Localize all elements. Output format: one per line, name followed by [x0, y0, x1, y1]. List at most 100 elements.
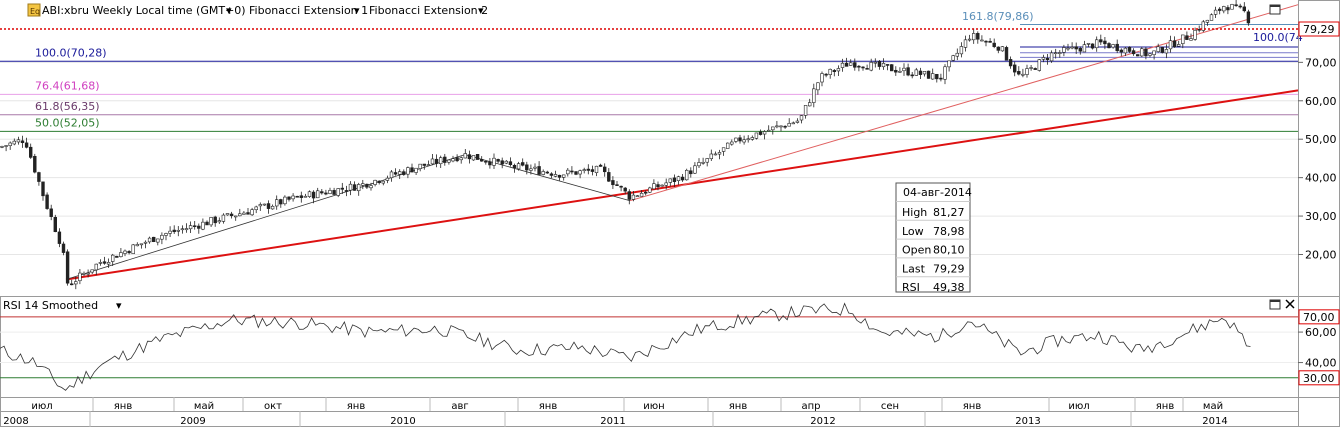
candle-body	[307, 191, 312, 197]
candle-body	[959, 46, 964, 55]
year-tick-label: 2012	[810, 416, 835, 427]
symbol-icon[interactable]	[27, 3, 41, 17]
candle-body	[238, 213, 242, 217]
candle-body	[807, 102, 812, 107]
candle-body	[1156, 46, 1160, 52]
candle-body	[1074, 46, 1078, 50]
fib-extension-2-dropdown-icon[interactable]: ▾	[478, 4, 484, 17]
fib-extension-2-label[interactable]: Fibonacci Extension 2	[369, 4, 488, 17]
candle-body	[853, 62, 857, 68]
candle-body	[779, 125, 783, 128]
year-tick-label: 2011	[600, 416, 625, 427]
candle-body	[1172, 40, 1177, 48]
candle-body	[803, 105, 808, 116]
candle-body	[455, 157, 459, 162]
candle-body	[955, 52, 960, 57]
candle-body	[180, 228, 185, 231]
candle-body	[422, 163, 426, 166]
price-tick-label: 60,00	[1305, 95, 1337, 108]
time-axis: июл янв май окт янв авг янв июн янв апр сен янв июл я…	[0, 397, 1340, 427]
candle-body	[1131, 50, 1136, 55]
candle-body	[172, 229, 176, 233]
month-tick-label: июл	[31, 401, 52, 412]
month-tick-label: апр	[801, 401, 820, 412]
candle-body	[365, 183, 369, 188]
candle-body	[988, 40, 992, 43]
candle-body	[857, 65, 861, 68]
candle-body	[41, 181, 45, 197]
candle-body	[525, 164, 529, 171]
candle-body	[639, 192, 644, 197]
fib-level-label: 61.8(56,35)	[35, 100, 100, 113]
candle-body	[320, 191, 324, 194]
info-date: 04-авг-2014	[903, 186, 972, 199]
fib-extension-1-label[interactable]: Fibonacci Extension 1	[249, 4, 368, 17]
candle-body	[356, 184, 361, 192]
candle-body	[443, 156, 447, 163]
candle-body	[242, 212, 246, 215]
candle-body	[635, 195, 640, 198]
symbol-dropdown-icon[interactable]: ▾	[226, 4, 232, 17]
candle-body	[848, 62, 853, 66]
month-tick-label: сен	[881, 401, 899, 412]
month-tick-label: янв	[347, 401, 366, 412]
symbol-label[interactable]: ABI:xbru Weekly Local time (GMT+0)	[42, 4, 246, 17]
candle-body	[971, 33, 976, 41]
candle-body	[914, 69, 919, 76]
candle-body	[410, 167, 414, 173]
candle-body	[1000, 46, 1005, 52]
candle-body	[1062, 47, 1066, 53]
candle-body	[209, 217, 213, 226]
candle-body	[533, 166, 537, 169]
candle-body	[738, 137, 742, 142]
candle-body	[467, 154, 472, 160]
candle-body	[28, 146, 33, 158]
candle-body	[980, 39, 984, 42]
candle-body	[1086, 42, 1091, 45]
price-tick-label: 50,00	[1305, 133, 1337, 146]
candle-body	[201, 221, 205, 230]
candle-body	[1160, 47, 1165, 53]
candle-body	[898, 70, 902, 73]
candle-body	[1037, 59, 1042, 71]
candle-body	[123, 250, 127, 254]
candle-body	[537, 166, 541, 175]
candle-body	[689, 170, 693, 175]
candle-body	[566, 169, 570, 175]
candle-body	[287, 196, 291, 200]
candle-body	[1099, 39, 1103, 43]
candle-body	[586, 168, 591, 171]
candle-body	[623, 187, 627, 192]
month-tick-label: июн	[643, 401, 664, 412]
price-panel[interactable]: 161.8(79,86) 100.0(74 100.0(70,28) 76.4(61,…	[0, 0, 1303, 296]
candle-body	[20, 140, 25, 144]
candle-body	[1017, 71, 1021, 75]
candle-body	[840, 62, 845, 68]
candle-body	[1197, 28, 1201, 31]
rsi-panel[interactable]: RSI 14 Smoothed ▾ 40,00 60,00 70,00 30,00	[0, 296, 1340, 391]
candle-body	[344, 190, 349, 192]
rsi-title[interactable]: RSI 14 Smoothed	[3, 299, 98, 312]
candle-body	[352, 184, 357, 191]
fib-anchor-line-1[interactable]	[65, 154, 466, 280]
candle-body	[139, 243, 144, 246]
candle-body	[291, 195, 295, 200]
fib-extension-1-dropdown-icon[interactable]: ▾	[354, 4, 360, 17]
candle-body	[373, 179, 377, 185]
info-row-label: Low	[902, 225, 924, 238]
candle-body	[438, 157, 443, 165]
year-tick-label: 2009	[180, 416, 205, 427]
candle-body	[783, 125, 787, 128]
candle-body	[24, 142, 29, 148]
candle-body	[717, 152, 722, 155]
rsi-close-icon[interactable]	[1285, 299, 1295, 309]
candle-body	[340, 187, 344, 190]
candle-body	[385, 177, 390, 181]
info-row-label: Open	[902, 244, 931, 257]
candle-body	[643, 191, 648, 194]
rsi-dropdown-icon[interactable]: ▾	[116, 299, 122, 312]
candle-body	[1029, 67, 1033, 69]
candle-body	[918, 70, 923, 75]
candle-body	[894, 69, 898, 73]
candle-body	[520, 162, 525, 166]
